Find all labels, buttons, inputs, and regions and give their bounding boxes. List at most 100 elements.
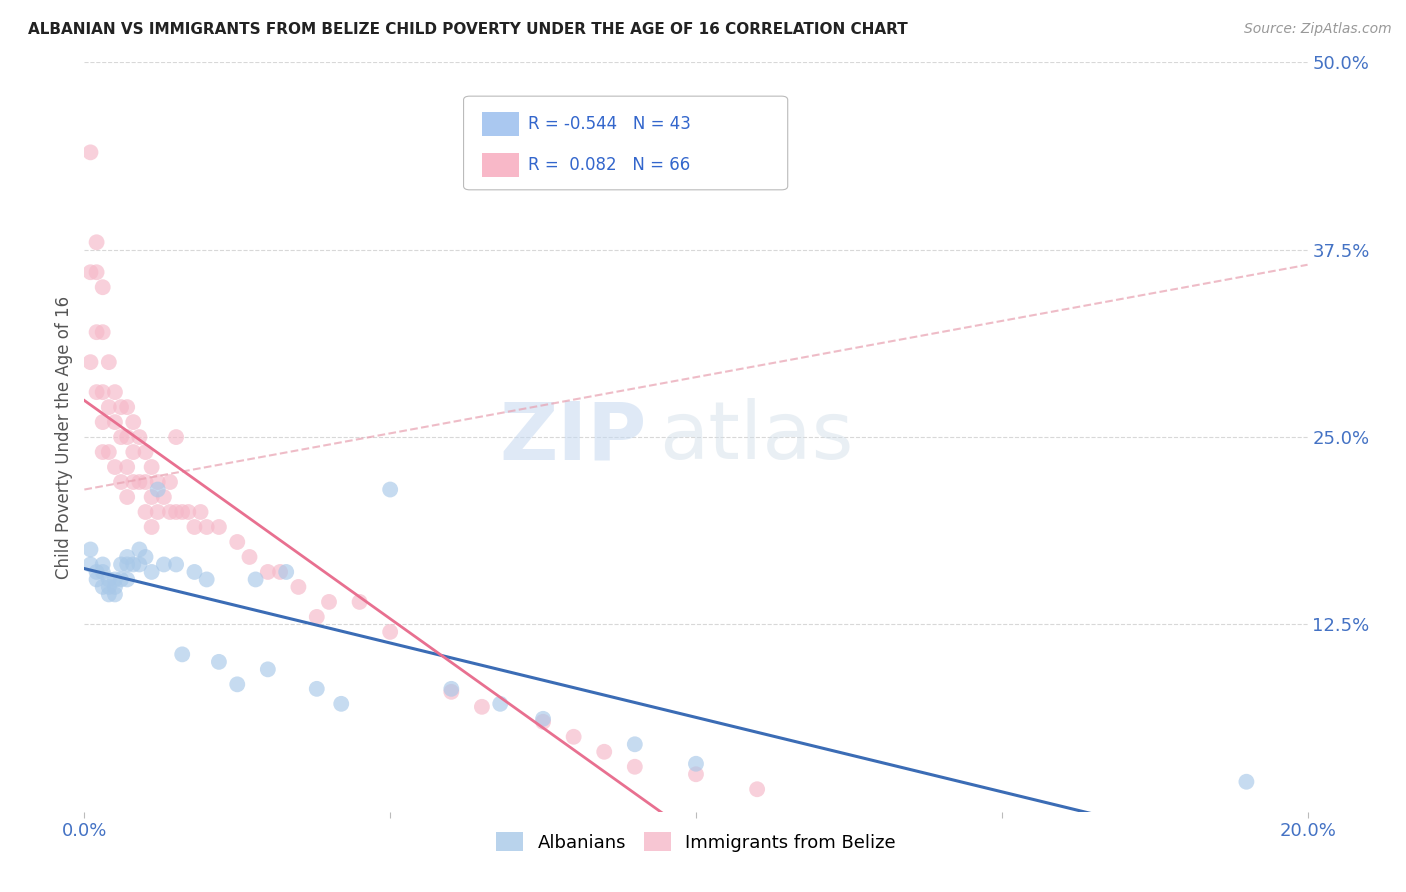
Text: ALBANIAN VS IMMIGRANTS FROM BELIZE CHILD POVERTY UNDER THE AGE OF 16 CORRELATION: ALBANIAN VS IMMIGRANTS FROM BELIZE CHILD… bbox=[28, 22, 908, 37]
Point bbox=[257, 662, 280, 676]
Y-axis label: Child Poverty Under the Age of 16: Child Poverty Under the Age of 16 bbox=[55, 295, 73, 579]
Point bbox=[531, 714, 554, 729]
Point bbox=[104, 573, 127, 587]
Point bbox=[624, 760, 647, 774]
Point bbox=[97, 400, 120, 414]
Point bbox=[115, 549, 138, 564]
Point bbox=[1236, 774, 1258, 789]
Point bbox=[141, 490, 163, 504]
Point bbox=[330, 697, 353, 711]
Point bbox=[122, 558, 145, 572]
Point bbox=[141, 520, 163, 534]
Point bbox=[91, 445, 114, 459]
Point bbox=[97, 573, 120, 587]
Point bbox=[86, 325, 108, 339]
Point bbox=[245, 573, 267, 587]
Point bbox=[195, 573, 218, 587]
Point bbox=[153, 558, 176, 572]
Point bbox=[91, 558, 114, 572]
Point bbox=[624, 737, 647, 751]
Point bbox=[110, 573, 132, 587]
Point bbox=[115, 400, 138, 414]
Point bbox=[97, 355, 120, 369]
Point bbox=[183, 520, 205, 534]
Point bbox=[104, 415, 127, 429]
Point bbox=[747, 782, 769, 797]
Point bbox=[489, 697, 512, 711]
Point bbox=[146, 505, 169, 519]
Point bbox=[440, 685, 463, 699]
Point bbox=[86, 265, 108, 279]
Point bbox=[115, 430, 138, 444]
Point bbox=[110, 430, 132, 444]
Point bbox=[318, 595, 340, 609]
Point bbox=[128, 475, 150, 489]
Text: R = -0.544   N = 43: R = -0.544 N = 43 bbox=[529, 115, 692, 133]
Point bbox=[165, 430, 187, 444]
Point bbox=[104, 385, 127, 400]
Text: atlas: atlas bbox=[659, 398, 853, 476]
Point bbox=[104, 460, 127, 475]
Point bbox=[269, 565, 291, 579]
Point bbox=[471, 699, 494, 714]
Point bbox=[159, 475, 181, 489]
Point bbox=[122, 475, 145, 489]
Point bbox=[122, 415, 145, 429]
Point bbox=[305, 610, 328, 624]
Point bbox=[208, 655, 231, 669]
Point bbox=[79, 265, 101, 279]
Point bbox=[86, 573, 108, 587]
Point bbox=[104, 587, 127, 601]
Point bbox=[135, 445, 157, 459]
Point bbox=[685, 756, 707, 771]
Point bbox=[172, 505, 194, 519]
Point bbox=[128, 430, 150, 444]
Point bbox=[97, 580, 120, 594]
Point bbox=[115, 460, 138, 475]
FancyBboxPatch shape bbox=[464, 96, 787, 190]
Point bbox=[159, 505, 181, 519]
Bar bbox=[482, 153, 519, 178]
Point bbox=[79, 542, 101, 557]
Bar bbox=[482, 112, 519, 136]
Point bbox=[91, 580, 114, 594]
Point bbox=[110, 400, 132, 414]
Text: ZIP: ZIP bbox=[499, 398, 647, 476]
Point bbox=[91, 415, 114, 429]
Point bbox=[195, 520, 218, 534]
Point bbox=[183, 565, 205, 579]
Point bbox=[153, 490, 176, 504]
Point bbox=[380, 624, 402, 639]
Point bbox=[97, 445, 120, 459]
Point bbox=[190, 505, 212, 519]
Legend: Albanians, Immigrants from Belize: Albanians, Immigrants from Belize bbox=[489, 825, 903, 859]
Point bbox=[305, 681, 328, 696]
Point bbox=[91, 280, 114, 294]
Point bbox=[122, 445, 145, 459]
Point bbox=[165, 505, 187, 519]
Point bbox=[135, 505, 157, 519]
Point bbox=[531, 712, 554, 726]
Point bbox=[276, 565, 298, 579]
Point bbox=[238, 549, 260, 564]
Point bbox=[349, 595, 371, 609]
Point bbox=[86, 235, 108, 250]
Point bbox=[128, 542, 150, 557]
Point bbox=[172, 648, 194, 662]
Point bbox=[86, 565, 108, 579]
Point bbox=[177, 505, 200, 519]
Point bbox=[91, 325, 114, 339]
Point bbox=[115, 490, 138, 504]
Point bbox=[208, 520, 231, 534]
Point bbox=[91, 565, 114, 579]
Point bbox=[135, 475, 157, 489]
Point bbox=[115, 573, 138, 587]
Point bbox=[226, 677, 249, 691]
Point bbox=[685, 767, 707, 781]
Point bbox=[97, 587, 120, 601]
Text: R =  0.082   N = 66: R = 0.082 N = 66 bbox=[529, 156, 690, 174]
Point bbox=[115, 558, 138, 572]
Point bbox=[79, 145, 101, 160]
Point bbox=[593, 745, 616, 759]
Point bbox=[141, 460, 163, 475]
